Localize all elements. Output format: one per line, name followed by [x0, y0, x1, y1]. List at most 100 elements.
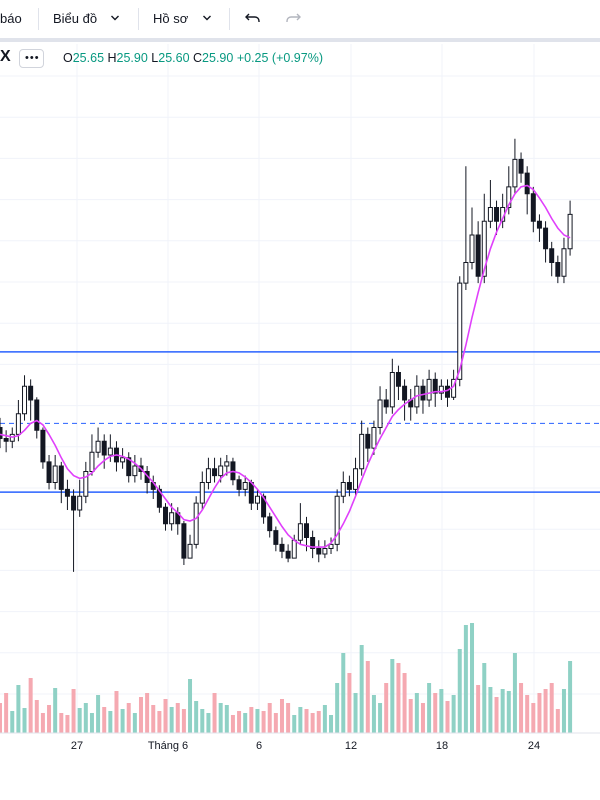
volume-bar: [329, 715, 334, 733]
open-label: O: [63, 51, 73, 65]
volume-bar: [537, 693, 542, 733]
candle-body: [169, 512, 175, 525]
candle-body: [267, 516, 273, 532]
candle-body: [77, 495, 83, 511]
open-value: 25.65: [72, 51, 105, 65]
candle-body: [346, 482, 352, 490]
time-axis: 27 Tháng 6 6 12 18 24: [71, 740, 540, 752]
volume-bar: [65, 715, 70, 733]
x-tick-label: 24: [528, 740, 540, 752]
volume-bar: [476, 685, 481, 733]
candle-body: [530, 193, 536, 222]
volume-bar: [408, 699, 413, 733]
volume-bar: [568, 661, 573, 733]
volume-bar: [126, 703, 131, 733]
volume-bar: [525, 695, 530, 733]
volume-bar: [261, 711, 266, 733]
volume-bar: [53, 688, 58, 733]
more-dots-icon: •••: [25, 52, 40, 64]
volume-bar: [359, 645, 364, 733]
volume-bar: [378, 703, 383, 733]
candle-body: [58, 465, 64, 490]
candle-body: [402, 385, 408, 401]
candle-body: [95, 440, 101, 453]
x-tick-label: 18: [436, 740, 448, 752]
volume-bar: [439, 689, 444, 733]
volume-bar: [482, 663, 487, 733]
volume-bars: [0, 623, 573, 733]
candle-body: [536, 220, 542, 229]
volume-bar: [267, 703, 272, 733]
toolbar-divider: [229, 8, 230, 30]
redo-arrow-icon[interactable]: [284, 9, 302, 27]
volume-bar: [4, 693, 9, 733]
candle-body: [426, 378, 432, 401]
volume-bar: [249, 707, 254, 733]
price-chart[interactable]: 27 Tháng 6 6 12 18 24: [0, 0, 600, 760]
volume-bar: [10, 711, 15, 733]
volume-bar: [237, 711, 242, 733]
candle-body: [181, 523, 187, 559]
volume-bar: [298, 707, 303, 733]
toolbar-item-profile[interactable]: Hồ sơ: [153, 11, 189, 26]
volume-bar: [488, 687, 493, 733]
candle-body: [383, 399, 389, 408]
toolbar-divider: [138, 8, 139, 30]
toolbar-item-chart[interactable]: Biểu đồ: [53, 11, 98, 26]
candle-body: [561, 248, 567, 277]
chevron-down-icon[interactable]: [110, 13, 120, 23]
candle-body: [71, 495, 77, 511]
volume-bar: [341, 653, 346, 733]
candle-body: [218, 465, 224, 477]
volume-bar: [396, 663, 401, 733]
candle-body: [420, 385, 426, 401]
chart-grid: [0, 44, 600, 733]
candle-body: [371, 427, 377, 449]
volume-bar: [0, 703, 2, 733]
candle-body: [377, 399, 383, 428]
volume-bar: [175, 703, 180, 733]
volume-bar: [157, 711, 162, 733]
volume-bar: [273, 713, 278, 733]
volume-bar: [519, 683, 524, 733]
volume-bar: [371, 695, 376, 733]
candle-body: [334, 495, 340, 545]
volume-bar: [500, 689, 505, 733]
low-label: L: [151, 51, 159, 65]
volume-bar: [230, 715, 235, 733]
symbol-name[interactable]: X: [0, 48, 11, 65]
volume-bar: [71, 689, 76, 733]
more-options-button[interactable]: •••: [19, 49, 44, 68]
candle-body: [34, 399, 40, 431]
candle-body: [328, 543, 334, 549]
volume-bar: [151, 705, 156, 733]
volume-bar: [212, 693, 217, 733]
volume-bar: [163, 699, 168, 733]
volume-bar: [451, 695, 456, 733]
volume-bar: [433, 693, 438, 733]
volume-bar: [427, 683, 432, 733]
volume-bar: [169, 707, 174, 733]
volume-bar: [194, 701, 199, 733]
toolbar-item-alerts[interactable]: báo: [0, 11, 22, 26]
volume-bar: [243, 713, 248, 733]
candle-body: [481, 220, 487, 277]
volume-bar: [402, 673, 407, 733]
volume-bar: [22, 708, 27, 733]
volume-bar: [322, 705, 327, 733]
candle-body: [212, 468, 218, 477]
candle-body: [279, 543, 285, 552]
candle-body: [512, 158, 518, 188]
undo-arrow-icon[interactable]: [244, 9, 262, 27]
candle-body: [389, 372, 395, 408]
close-label: C: [193, 51, 203, 65]
candle-body: [432, 378, 438, 394]
candle-body: [126, 457, 132, 477]
volume-bar: [138, 697, 143, 733]
volume-bar: [335, 683, 340, 733]
candle-body: [15, 413, 21, 435]
chevron-down-icon[interactable]: [202, 13, 212, 23]
volume-bar: [16, 685, 21, 733]
candle-body: [567, 213, 573, 250]
volume-bar: [114, 691, 119, 733]
